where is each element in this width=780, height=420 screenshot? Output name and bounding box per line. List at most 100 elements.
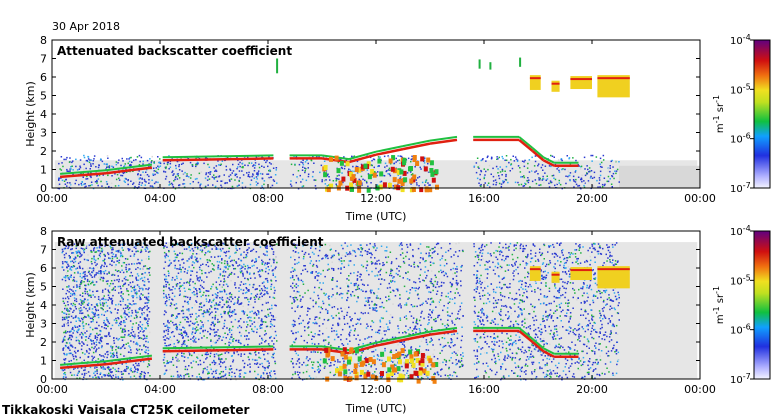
noise-speck xyxy=(113,337,115,339)
noise-speck xyxy=(266,360,269,363)
convective-cell xyxy=(339,160,344,166)
noise-speck xyxy=(131,161,133,163)
convective-cell xyxy=(400,187,405,193)
noise-speck xyxy=(85,185,87,188)
noise-speck xyxy=(98,377,100,380)
noise-speck xyxy=(304,243,306,246)
noise-speck xyxy=(70,359,72,362)
noise-speck xyxy=(261,269,263,271)
noise-speck xyxy=(270,375,272,378)
noise-speck xyxy=(366,264,369,266)
noise-speck xyxy=(366,250,368,253)
noise-speck xyxy=(259,357,262,359)
noise-speck xyxy=(204,353,207,356)
noise-speck xyxy=(265,332,267,335)
noise-speck xyxy=(111,257,114,260)
noise-speck xyxy=(116,260,118,262)
noise-speck xyxy=(79,166,82,169)
noise-speck xyxy=(183,287,186,289)
noise-speck xyxy=(115,363,117,365)
noise-speck xyxy=(274,276,277,278)
noise-speck xyxy=(164,301,167,303)
noise-speck xyxy=(239,284,242,286)
noise-speck xyxy=(272,316,275,318)
noise-speck xyxy=(68,170,70,173)
noise-speck xyxy=(64,306,66,309)
noise-speck xyxy=(89,375,91,377)
noise-speck xyxy=(264,315,266,318)
noise-speck xyxy=(239,165,241,168)
noise-speck xyxy=(246,249,248,252)
noise-speck xyxy=(175,285,178,287)
noise-speck xyxy=(168,181,171,183)
noise-speck xyxy=(213,360,215,362)
noise-speck xyxy=(272,274,274,276)
noise-speck xyxy=(361,254,363,257)
noise-speck xyxy=(218,363,221,365)
noise-speck xyxy=(118,259,121,262)
noise-speck xyxy=(233,311,235,313)
noise-speck xyxy=(222,327,224,330)
noise-speck xyxy=(213,178,216,180)
noise-speck xyxy=(123,312,126,314)
noise-speck xyxy=(528,179,530,181)
noise-speck xyxy=(80,255,82,257)
noise-speck xyxy=(381,359,383,362)
noise-speck xyxy=(484,182,486,184)
noise-speck xyxy=(147,320,149,322)
noise-speck xyxy=(157,168,160,171)
noise-speck xyxy=(103,258,106,260)
noise-speck xyxy=(330,257,333,259)
noise-speck xyxy=(196,316,198,318)
noise-speck xyxy=(119,300,122,303)
noise-speck xyxy=(143,377,146,379)
noise-speck xyxy=(229,174,232,176)
noise-speck xyxy=(272,272,274,275)
noise-speck xyxy=(79,310,82,312)
noise-speck xyxy=(497,168,499,170)
noise-speck xyxy=(323,160,326,162)
noise-speck xyxy=(69,256,71,259)
noise-speck xyxy=(231,298,234,300)
noise-speck xyxy=(229,306,231,308)
noise-speck xyxy=(354,312,356,315)
noise-speck xyxy=(294,310,296,313)
noise-speck xyxy=(136,292,138,295)
noise-speck xyxy=(420,351,422,353)
noise-speck xyxy=(131,295,133,297)
noise-speck xyxy=(376,174,378,177)
noise-speck xyxy=(180,332,183,334)
noise-speck xyxy=(141,259,143,262)
noise-speck xyxy=(195,329,198,332)
noise-speck xyxy=(58,187,61,190)
noise-speck xyxy=(162,336,165,338)
noise-speck xyxy=(62,337,65,339)
noise-speck xyxy=(375,340,377,342)
noise-speck xyxy=(305,168,307,170)
noise-speck xyxy=(137,335,140,337)
noise-speck xyxy=(249,366,251,368)
noise-speck xyxy=(544,172,546,174)
noise-speck xyxy=(73,368,75,370)
noise-speck xyxy=(123,344,125,346)
noise-speck xyxy=(256,173,258,175)
noise-speck xyxy=(122,300,124,302)
noise-speck xyxy=(124,330,126,332)
noise-speck xyxy=(64,261,66,263)
noise-speck xyxy=(135,293,138,296)
noise-speck xyxy=(74,294,76,296)
noise-speck xyxy=(176,353,179,355)
noise-speck xyxy=(107,368,110,370)
noise-speck xyxy=(255,354,257,356)
noise-speck xyxy=(91,308,94,310)
noise-speck xyxy=(136,343,139,345)
noise-speck xyxy=(104,353,107,355)
noise-speck xyxy=(342,165,344,168)
noise-speck xyxy=(141,313,143,316)
noise-speck xyxy=(202,263,204,265)
noise-speck xyxy=(486,184,489,186)
noise-speck xyxy=(212,184,214,186)
noise-speck xyxy=(175,175,177,178)
noise-speck xyxy=(159,162,162,165)
noise-speck xyxy=(338,254,340,256)
